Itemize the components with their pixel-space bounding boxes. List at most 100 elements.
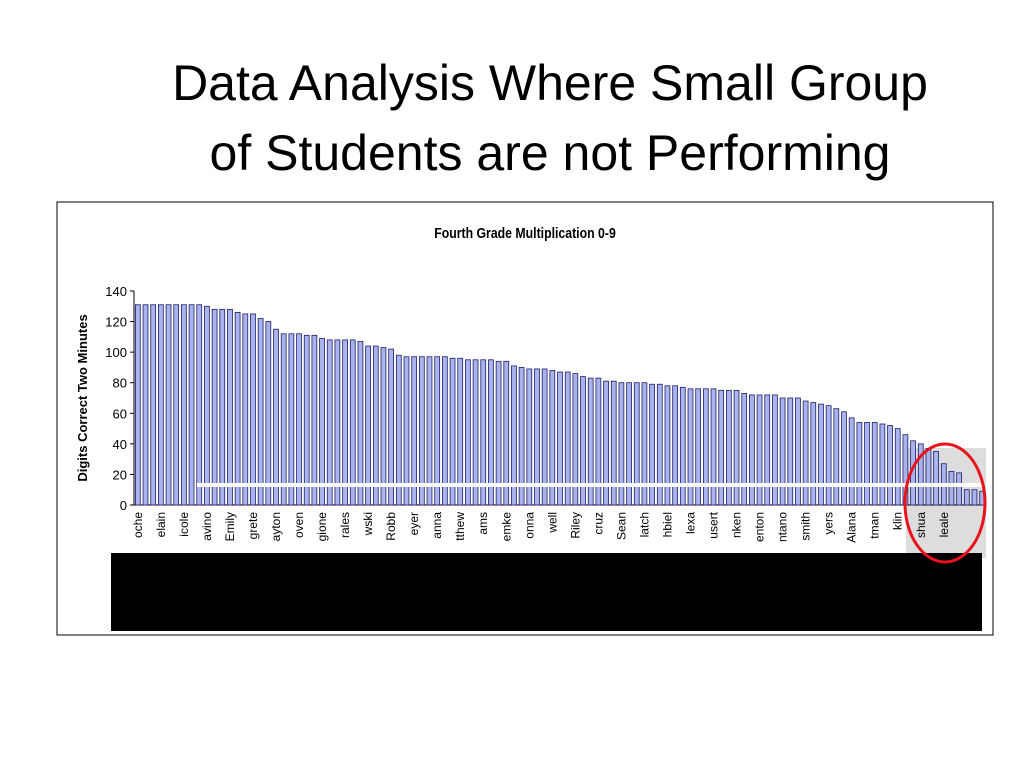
bar	[841, 411, 847, 506]
bar	[917, 443, 924, 506]
bar	[610, 380, 617, 506]
bar	[273, 328, 279, 506]
x-tick-label: onna	[522, 512, 536, 539]
bar	[810, 402, 817, 506]
slide-title: of Students are not Performing	[210, 125, 891, 181]
x-tick-label: oven	[292, 512, 306, 538]
bar	[449, 357, 456, 506]
bar	[925, 448, 932, 506]
bar	[649, 383, 655, 506]
bar	[710, 388, 717, 506]
bar	[418, 356, 425, 506]
x-tick-label: Sean	[614, 512, 628, 540]
bar	[580, 376, 586, 506]
bar	[280, 333, 287, 506]
bar	[795, 397, 801, 506]
x-tick-label: ams	[476, 512, 490, 535]
x-tick-label: ntano	[776, 512, 790, 542]
bar	[288, 333, 295, 506]
x-tick-label: klin	[891, 512, 905, 530]
bar	[894, 428, 901, 506]
bar	[150, 304, 157, 506]
x-tick-label: ayton	[269, 512, 283, 541]
bar	[549, 370, 556, 506]
y-tick-label: 40	[113, 437, 127, 452]
bar	[434, 356, 441, 506]
bar	[656, 383, 663, 506]
slide-title: Data Analysis Where Small Group	[172, 55, 928, 111]
x-tick-label: enton	[753, 512, 767, 542]
x-tick-label: Riley	[568, 512, 582, 539]
bar	[204, 305, 210, 506]
y-tick-label: 140	[105, 284, 127, 299]
bar	[242, 313, 249, 506]
bar	[472, 359, 479, 506]
bar	[395, 354, 402, 506]
bar	[296, 333, 302, 506]
x-tick-label: nken	[730, 512, 744, 538]
x-tick-label: gione	[315, 512, 329, 542]
x-tick-label: Alana	[845, 512, 859, 543]
y-tick-label: 60	[113, 406, 127, 421]
x-tick-label: wski	[361, 512, 375, 536]
x-tick-label: leale	[937, 512, 951, 538]
bar	[718, 389, 725, 506]
bar	[265, 321, 272, 506]
bar	[933, 451, 939, 506]
bar	[864, 422, 870, 506]
bar	[488, 359, 494, 506]
bar	[511, 365, 517, 506]
x-tick-label: rales	[338, 512, 352, 538]
bar	[342, 339, 348, 506]
x-tick-label: anna	[430, 512, 444, 539]
bar	[702, 388, 709, 506]
bar	[142, 304, 149, 506]
x-tick-label: Emily	[223, 512, 237, 541]
bar	[787, 397, 794, 506]
bar	[679, 386, 686, 506]
bar	[334, 339, 341, 506]
x-tick-label: tthew	[453, 512, 467, 541]
bar	[503, 360, 510, 506]
bar	[779, 397, 786, 506]
x-tick-label: elain	[154, 512, 168, 537]
bar	[518, 367, 525, 506]
bar	[871, 422, 878, 506]
bar	[687, 388, 694, 506]
bar	[749, 394, 755, 506]
bar	[349, 339, 356, 506]
bar	[457, 357, 464, 506]
bar	[764, 394, 771, 506]
y-tick-label: 20	[113, 467, 127, 482]
bar	[257, 318, 264, 506]
x-tick-label: Robb	[384, 512, 398, 541]
bar	[848, 417, 855, 506]
bar	[388, 348, 394, 506]
bar	[465, 359, 471, 506]
redaction-box	[111, 553, 982, 631]
x-tick-label: well	[545, 512, 559, 534]
x-tick-label: icole	[177, 512, 191, 537]
bar	[526, 368, 533, 506]
y-tick-label: 100	[105, 345, 127, 360]
bar	[587, 377, 594, 506]
x-tick-label: emke	[499, 512, 513, 542]
bar	[802, 400, 809, 506]
bar	[856, 422, 863, 506]
bar	[311, 334, 318, 506]
bar	[480, 359, 487, 506]
bar	[557, 371, 563, 506]
x-tick-label: avino	[200, 512, 214, 541]
bar	[372, 345, 379, 506]
y-tick-label: 120	[105, 315, 127, 330]
bar	[188, 304, 195, 506]
x-tick-label: cruz	[591, 512, 605, 535]
bar	[403, 356, 410, 506]
x-tick-label: smith	[799, 512, 813, 541]
bar	[219, 308, 226, 506]
x-tick-label: usert	[707, 511, 721, 538]
x-tick-label: hbiel	[660, 512, 674, 537]
bar	[733, 389, 740, 506]
bar	[664, 385, 671, 506]
